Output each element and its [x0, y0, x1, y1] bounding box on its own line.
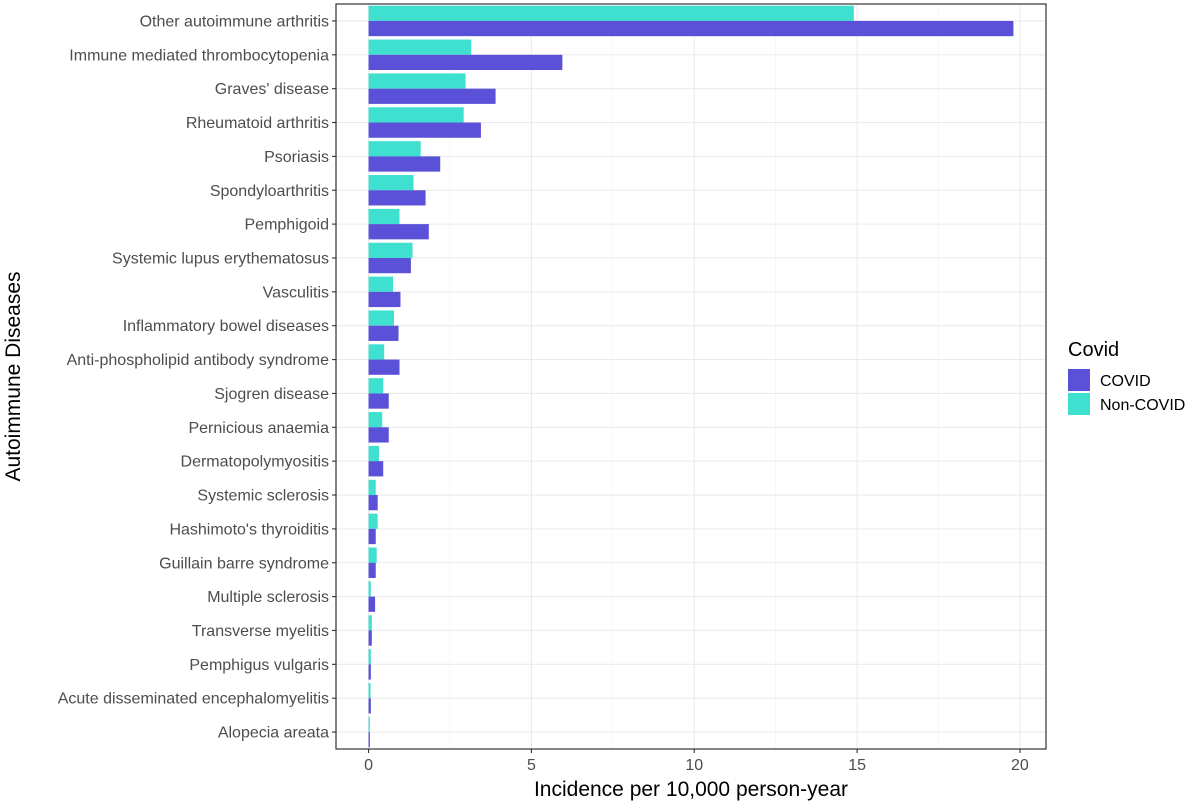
- bar-covid: [368, 528, 376, 545]
- bars: [368, 5, 1014, 748]
- bar-non-covid: [368, 73, 466, 89]
- bar-non-covid: [368, 412, 383, 428]
- x-tick-label: 15: [848, 757, 866, 774]
- y-tick-label: Multiple sclerosis: [207, 589, 329, 606]
- x-axis-title: Incidence per 10,000 person-year: [534, 778, 848, 801]
- y-tick-label: Inflammatory bowel diseases: [123, 318, 329, 335]
- y-tick-label: Psoriasis: [264, 149, 329, 166]
- bar-covid: [368, 190, 426, 206]
- bar-covid: [368, 427, 389, 443]
- y-tick-label: Rheumatoid arthritis: [186, 115, 329, 132]
- y-tick-label: Systemic lupus erythematosus: [112, 250, 329, 267]
- y-tick-label: Spondyloarthritis: [210, 183, 329, 200]
- bar-covid: [368, 88, 496, 104]
- bar-covid: [368, 224, 429, 240]
- y-tick-label: Pernicious anaemia: [188, 420, 329, 437]
- bar-covid: [368, 495, 378, 511]
- y-tick-label: Alopecia areata: [218, 725, 329, 742]
- bar-non-covid: [368, 479, 376, 496]
- bar-non-covid: [368, 445, 379, 462]
- bar-covid: [368, 20, 1014, 37]
- x-tick-label: 5: [527, 757, 536, 774]
- bar-covid: [368, 257, 411, 274]
- bar-covid: [368, 122, 481, 138]
- bar-non-covid: [368, 5, 854, 21]
- bar-non-covid: [368, 682, 371, 699]
- bar-non-covid: [368, 344, 385, 360]
- bar-covid: [368, 630, 372, 646]
- bar-covid: [368, 461, 384, 477]
- bar-non-covid: [368, 208, 400, 225]
- bar-covid: [368, 325, 399, 341]
- plot-panel-border: [335, 3, 1047, 750]
- bar-non-covid: [368, 175, 414, 191]
- bar-covid: [368, 291, 401, 308]
- bar-covid: [368, 596, 376, 612]
- y-tick-label: Transverse myelitis: [192, 623, 329, 640]
- x-tick-label: 0: [364, 757, 373, 774]
- y-tick-label: Acute disseminated encephalomyelitis: [58, 691, 329, 708]
- legend-swatch: [1068, 393, 1090, 415]
- bar-covid: [368, 664, 371, 680]
- y-tick-label: Graves' disease: [215, 81, 329, 98]
- y-tick-label: Guillain barre syndrome: [159, 555, 329, 572]
- bar-non-covid: [368, 39, 472, 55]
- bar-non-covid: [368, 378, 384, 394]
- bar-non-covid: [368, 581, 371, 597]
- bar-non-covid: [368, 242, 413, 258]
- bar-non-covid: [368, 547, 377, 563]
- legend-swatch: [1068, 369, 1090, 391]
- y-tick-label: Hashimoto's thyroiditis: [169, 521, 329, 538]
- y-tick-label: Systemic sclerosis: [197, 488, 329, 505]
- y-tick-label: Pemphigoid: [245, 217, 330, 234]
- y-tick-label: Dermatopolymyositis: [181, 454, 329, 471]
- axes: Other autoimmune arthritis Immune mediate…: [58, 13, 1029, 774]
- bar-non-covid: [368, 276, 393, 292]
- legend-label: Non-COVID: [1100, 397, 1185, 414]
- y-tick-label: Immune mediated thrombocytopenia: [69, 47, 329, 64]
- bar-non-covid: [368, 615, 372, 631]
- bar-covid: [368, 359, 400, 375]
- bar-non-covid: [368, 649, 371, 665]
- bar-covid: [368, 732, 370, 748]
- y-tick-label: Anti-phospholipid antibody syndrome: [67, 352, 329, 369]
- bar-covid: [368, 698, 371, 714]
- bar-non-covid: [368, 513, 378, 529]
- bar-non-covid: [368, 310, 394, 326]
- y-axis-title: Autoimmune Diseases: [2, 271, 25, 481]
- y-tick-label: Other autoimmune arthritis: [140, 13, 329, 30]
- bar-covid: [368, 156, 441, 172]
- bar-non-covid: [368, 107, 464, 123]
- legend: Covid COVID Non-COVID: [1068, 339, 1185, 415]
- bar-covid: [368, 393, 389, 409]
- y-tick-label: Vasculitis: [263, 284, 329, 301]
- bar-non-covid: [368, 141, 421, 157]
- y-tick-label: Pemphigus vulgaris: [189, 657, 329, 674]
- bar-covid: [368, 54, 563, 71]
- legend-label: COVID: [1100, 373, 1151, 390]
- legend-title: Covid: [1068, 339, 1119, 361]
- x-tick-label: 10: [685, 757, 703, 774]
- x-tick-label: 20: [1011, 757, 1029, 774]
- bar-covid: [368, 562, 376, 578]
- bar-non-covid: [368, 716, 370, 733]
- y-tick-label: Sjogren disease: [214, 386, 329, 403]
